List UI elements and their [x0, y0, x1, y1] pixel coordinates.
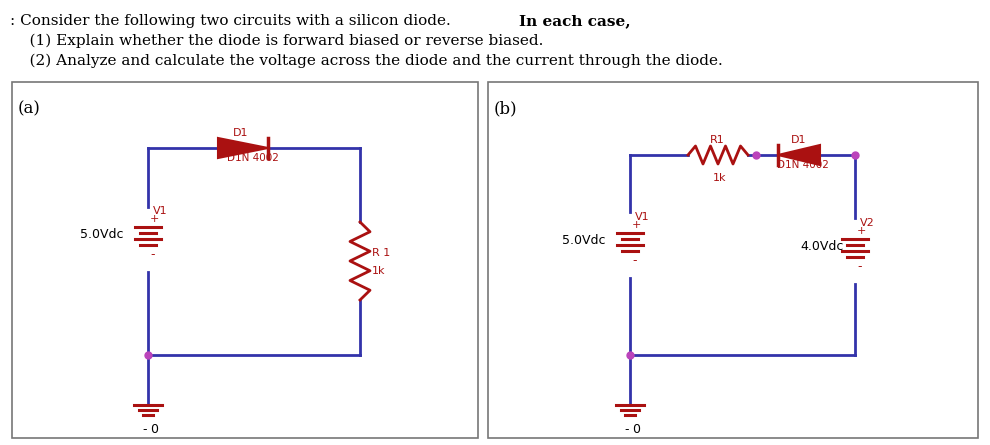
- Text: 1k: 1k: [372, 266, 385, 276]
- Text: 5.0Vdc: 5.0Vdc: [80, 228, 124, 242]
- Text: -: -: [624, 423, 629, 436]
- Text: -: -: [857, 260, 861, 274]
- Bar: [488, 82, 978, 438]
- Text: V2: V2: [860, 218, 875, 228]
- Polygon shape: [218, 138, 268, 158]
- Text: +: +: [150, 214, 159, 224]
- Text: In each case,: In each case,: [519, 14, 631, 28]
- Text: +: +: [857, 226, 866, 236]
- Text: D1N 4002: D1N 4002: [227, 153, 279, 163]
- Text: 5.0Vdc: 5.0Vdc: [562, 235, 606, 247]
- Text: +: +: [632, 220, 642, 230]
- Text: -: -: [150, 248, 154, 262]
- Text: V1: V1: [635, 212, 649, 222]
- Text: 1k: 1k: [713, 173, 727, 183]
- Text: D1N 4002: D1N 4002: [777, 160, 829, 170]
- Polygon shape: [778, 145, 820, 165]
- Text: -: -: [142, 423, 147, 436]
- Text: (a): (a): [18, 100, 41, 117]
- Text: : Consider the following two circuits with a silicon diode.: : Consider the following two circuits wi…: [10, 14, 460, 28]
- Bar: [12, 82, 478, 438]
- Text: (b): (b): [494, 100, 518, 117]
- Text: R 1: R 1: [372, 248, 390, 258]
- Text: -: -: [632, 255, 637, 267]
- Text: (2) Analyze and calculate the voltage across the diode and the current through t: (2) Analyze and calculate the voltage ac…: [10, 54, 723, 69]
- Text: (1) Explain whether the diode is forward biased or reverse biased.: (1) Explain whether the diode is forward…: [10, 34, 544, 49]
- Text: D1: D1: [233, 128, 248, 138]
- Text: D1: D1: [791, 135, 807, 145]
- Text: 0: 0: [150, 423, 158, 436]
- Text: 4.0Vdc: 4.0Vdc: [800, 240, 843, 254]
- Text: V1: V1: [153, 206, 167, 216]
- Text: 0: 0: [632, 423, 640, 436]
- Text: R1: R1: [710, 135, 725, 145]
